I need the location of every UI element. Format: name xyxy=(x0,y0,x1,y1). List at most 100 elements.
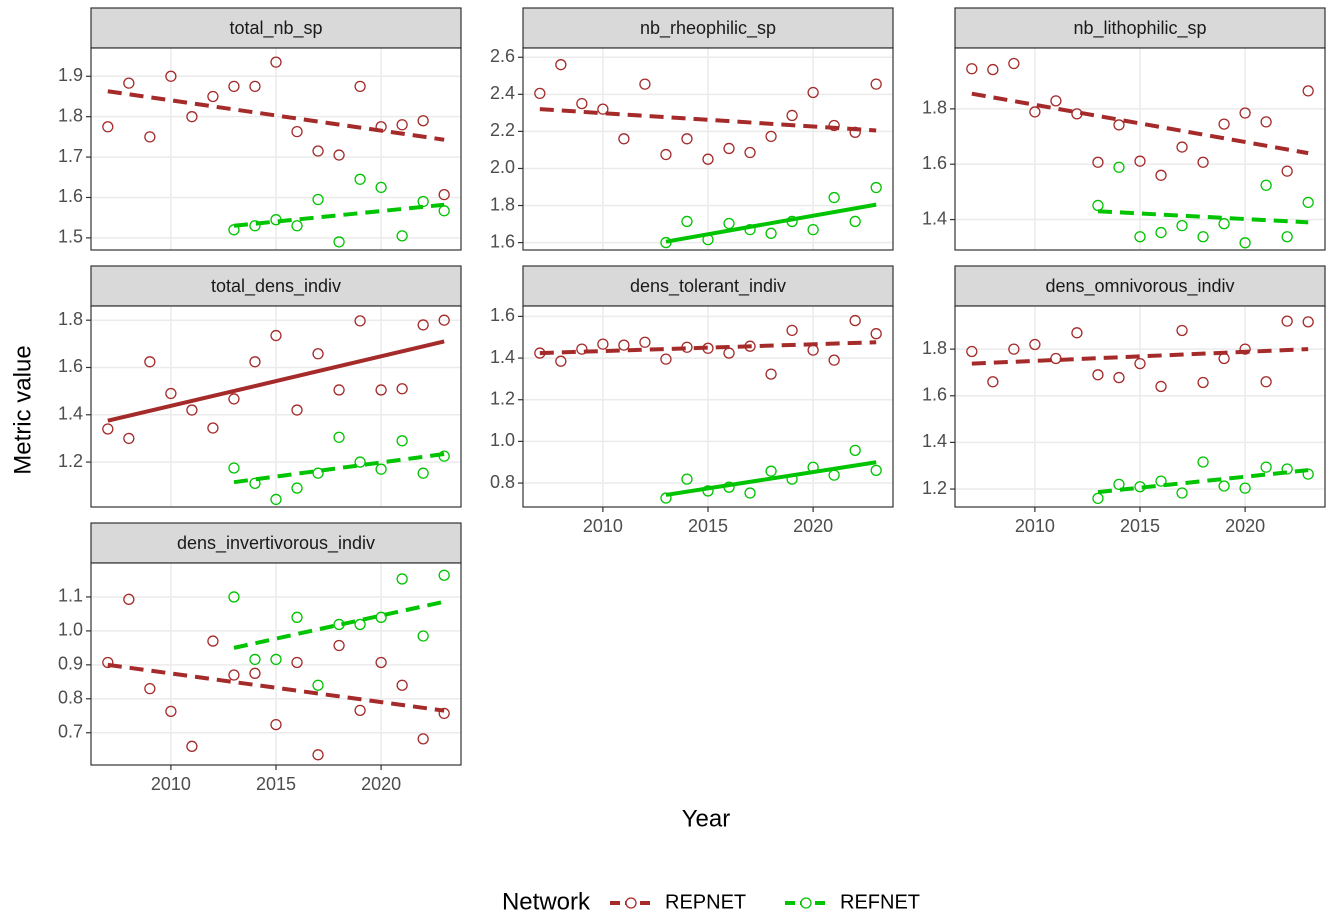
y-tick-label: 1.2 xyxy=(922,478,947,498)
data-point xyxy=(828,354,840,366)
data-point xyxy=(618,339,630,351)
data-point xyxy=(354,456,366,468)
trend-line xyxy=(665,202,877,244)
data-point xyxy=(312,749,324,761)
data-point xyxy=(1281,231,1293,243)
data-point xyxy=(417,319,429,331)
data-point xyxy=(1008,343,1020,355)
data-point xyxy=(291,656,303,669)
data-point xyxy=(186,740,198,752)
panel-border xyxy=(954,305,1326,508)
data-point xyxy=(438,707,450,720)
data-point xyxy=(618,133,630,145)
x-tick-label: 2010 xyxy=(583,516,623,536)
data-point xyxy=(249,80,261,93)
data-point xyxy=(1260,376,1272,388)
data-point xyxy=(786,324,798,337)
data-point xyxy=(270,718,282,731)
data-point xyxy=(333,384,345,396)
data-point xyxy=(1302,196,1314,209)
data-point xyxy=(1176,324,1188,337)
data-point xyxy=(165,705,177,718)
data-point xyxy=(186,111,198,123)
data-point xyxy=(417,733,429,745)
trend-line xyxy=(971,347,1309,366)
strip xyxy=(522,265,894,307)
data-point xyxy=(1155,380,1167,393)
data-point xyxy=(765,130,777,143)
data-point xyxy=(438,314,450,326)
y-tick-label: 1.6 xyxy=(58,186,83,206)
panel-border xyxy=(522,305,894,508)
x-tick-label: 2010 xyxy=(1015,516,1055,536)
data-point xyxy=(1092,492,1104,505)
data-point xyxy=(681,215,693,228)
data-point xyxy=(1281,463,1293,475)
data-point xyxy=(228,669,240,681)
data-point xyxy=(1092,199,1104,212)
data-point xyxy=(144,682,156,695)
y-tick-label: 1.6 xyxy=(58,356,83,376)
strip-title: nb_lithophilic_sp xyxy=(1073,18,1206,39)
data-point xyxy=(249,477,261,490)
y-tick-label: 1.8 xyxy=(490,194,515,214)
data-point xyxy=(270,493,282,506)
data-point xyxy=(1197,231,1209,243)
data-point xyxy=(291,482,303,494)
data-point xyxy=(333,236,345,248)
panel-border xyxy=(522,47,894,251)
data-point xyxy=(966,63,978,75)
data-point xyxy=(1302,316,1314,328)
data-point xyxy=(555,355,567,367)
data-point xyxy=(207,635,219,647)
y-tick-label: 1.0 xyxy=(58,620,83,640)
strip-title: dens_tolerant_indiv xyxy=(630,276,786,297)
legend-label: REFNET xyxy=(840,891,920,913)
x-tick-label: 2020 xyxy=(1225,516,1265,536)
y-tick-label: 1.4 xyxy=(922,208,947,228)
data-point xyxy=(639,336,651,348)
strip-title: total_dens_indiv xyxy=(211,276,341,297)
data-point xyxy=(987,63,999,76)
data-point xyxy=(597,103,609,115)
y-axis-title: Metric value xyxy=(9,345,36,474)
data-point xyxy=(438,189,450,201)
data-point xyxy=(312,348,324,360)
data-point xyxy=(375,656,387,669)
data-point xyxy=(375,384,387,396)
trend-line xyxy=(539,340,877,356)
data-point xyxy=(354,618,366,631)
y-tick-label: 1.8 xyxy=(922,338,947,358)
data-point xyxy=(1176,487,1188,499)
data-point xyxy=(1197,456,1209,468)
trend-line xyxy=(107,339,445,423)
panel-border xyxy=(90,305,462,508)
data-point xyxy=(765,227,777,239)
y-tick-label: 1.5 xyxy=(58,227,83,247)
data-point xyxy=(1281,165,1293,177)
data-point xyxy=(228,393,240,405)
data-point xyxy=(1197,156,1209,168)
data-point xyxy=(1155,475,1167,487)
data-point xyxy=(681,473,693,485)
y-tick-label: 1.9 xyxy=(58,65,83,85)
data-point xyxy=(417,195,429,208)
data-point xyxy=(228,462,240,474)
data-point xyxy=(807,86,819,99)
strip xyxy=(90,7,462,49)
trend-line xyxy=(107,662,445,713)
y-tick-label: 2.0 xyxy=(490,157,515,177)
data-point xyxy=(270,329,282,342)
data-point xyxy=(102,121,114,133)
data-point xyxy=(849,314,861,327)
data-point xyxy=(1302,468,1314,480)
data-point xyxy=(165,70,177,82)
data-point xyxy=(660,353,672,365)
y-tick-label: 2.6 xyxy=(490,46,515,66)
data-point xyxy=(1218,480,1230,492)
data-point xyxy=(102,656,114,669)
data-point xyxy=(1176,219,1188,232)
data-point xyxy=(270,653,282,666)
data-point xyxy=(417,467,429,479)
